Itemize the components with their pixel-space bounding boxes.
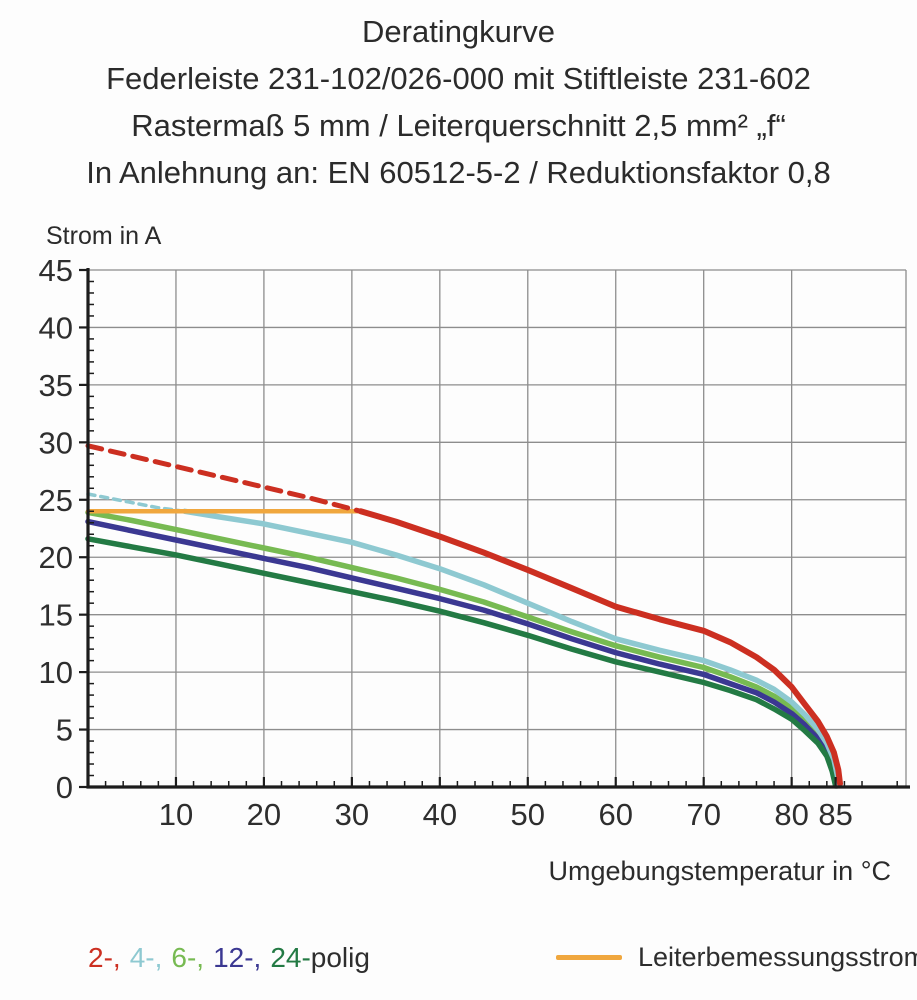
x-tick-label: 40 (423, 797, 457, 832)
x-tick-label: 20 (247, 797, 281, 832)
legend-12-polig: 12-, (213, 942, 262, 973)
y-tick-label: 25 (39, 483, 73, 518)
x-tick-label: 60 (598, 797, 632, 832)
legend-polig-suffix: polig (310, 942, 370, 973)
y-tick-label: 45 (39, 253, 73, 288)
y-tick-label: 20 (39, 540, 73, 575)
legend-2-polig: 2-, (88, 942, 121, 973)
page-title: Deratingkurve (362, 14, 555, 49)
curve-2-polig-dashed (85, 443, 364, 514)
x-tick-label: 85 (818, 797, 852, 832)
derating-chart: 10 20 30 40 50 60 70 80 85 0 5 10 15 20 25 30 35 40 45 (39, 253, 910, 832)
curve-6-polig (85, 509, 841, 789)
y-tick-label: 35 (39, 368, 73, 403)
rated-current-line-swatch (556, 955, 622, 960)
y-tick-label: 5 (56, 713, 73, 748)
title-block: Deratingkurve Federleiste 231-102/026-00… (0, 8, 917, 196)
x-tick-label: 50 (511, 797, 545, 832)
curve-4-polig (182, 508, 842, 788)
y-tick-label: 10 (39, 655, 73, 690)
rated-current-label: Leiterbemessungsstrom (638, 942, 917, 972)
poles-legend: 2-, 4-, 6-, 12-, 24-polig (88, 942, 370, 974)
legend-24-polig: 24- (270, 942, 311, 973)
x-tick-label: 30 (335, 797, 369, 832)
y-tick-label: 0 (56, 770, 73, 805)
y-tick-label: 30 (39, 425, 73, 460)
legend-4-polig: 4-, (129, 942, 163, 973)
tick-labels: 10 20 30 40 50 60 70 80 85 0 5 10 15 20 25 30 35 40 45 (39, 253, 853, 832)
curve-4-polig-dashed (86, 492, 187, 514)
title-line-4: In Anlehnung an: EN 60512-5-2 / Reduktio… (86, 155, 831, 190)
x-tick-label: 70 (686, 797, 720, 832)
x-tick-label: 10 (159, 797, 193, 832)
curve-2-polig (357, 508, 843, 787)
rated-current-legend: Leiterbemessungsstrom (556, 942, 917, 973)
curves (85, 443, 843, 789)
axes (86, 268, 910, 789)
title-line-2: Federleiste 231-102/026-000 mit Stiftlei… (106, 61, 811, 96)
legend-6-polig: 6-, (171, 942, 205, 973)
x-axis-title: Umgebungstemperatur in °C (548, 856, 891, 886)
y-tick-label: 15 (39, 598, 73, 633)
y-tick-label: 40 (39, 310, 73, 345)
curve-24-polig (85, 536, 839, 789)
curve-12-polig (85, 518, 840, 789)
y-axis-title: Strom in A (46, 222, 162, 250)
x-tick-label: 80 (774, 797, 808, 832)
title-line-3: Rastermaß 5 mm / Leiterquerschnitt 2,5 m… (131, 108, 786, 143)
